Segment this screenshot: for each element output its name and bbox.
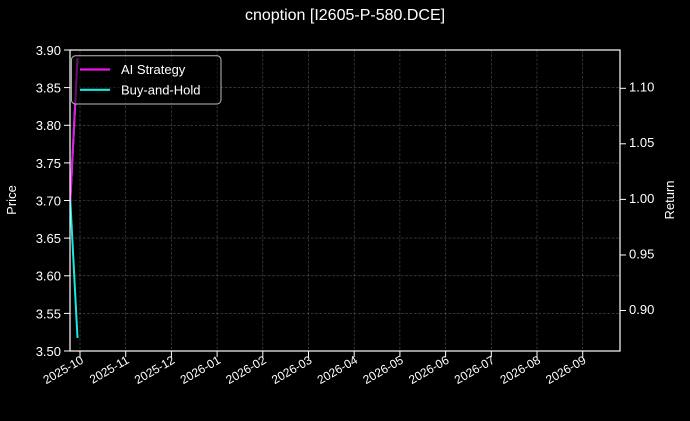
- svg-text:3.60: 3.60: [36, 269, 61, 284]
- svg-text:3.50: 3.50: [36, 344, 61, 359]
- svg-text:1.10: 1.10: [629, 80, 654, 95]
- svg-text:3.70: 3.70: [36, 193, 61, 208]
- svg-text:0.95: 0.95: [629, 246, 654, 261]
- svg-text:3.75: 3.75: [36, 156, 61, 171]
- svg-text:3.65: 3.65: [36, 231, 61, 246]
- svg-text:cnoption [I2605-P-580.DCE]: cnoption [I2605-P-580.DCE]: [245, 7, 445, 24]
- svg-text:1.05: 1.05: [629, 135, 654, 150]
- svg-text:AI Strategy: AI Strategy: [121, 62, 186, 77]
- svg-text:3.85: 3.85: [36, 81, 61, 96]
- svg-text:1.00: 1.00: [629, 191, 654, 206]
- svg-text:0.90: 0.90: [629, 302, 654, 317]
- svg-text:3.55: 3.55: [36, 306, 61, 321]
- svg-text:Price: Price: [4, 185, 19, 215]
- svg-text:Buy-and-Hold: Buy-and-Hold: [121, 82, 201, 97]
- svg-text:Return: Return: [662, 180, 677, 219]
- svg-text:3.80: 3.80: [36, 118, 61, 133]
- svg-text:3.90: 3.90: [36, 43, 61, 58]
